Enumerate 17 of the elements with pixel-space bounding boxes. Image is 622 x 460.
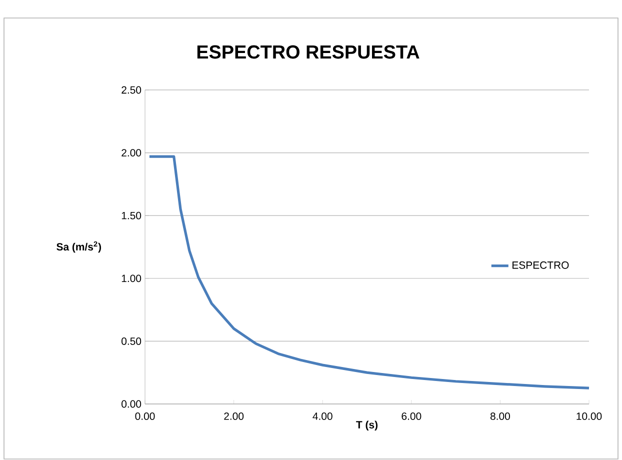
y-tick-label: 2.00 xyxy=(122,149,142,156)
x-tick-label: 0.00 xyxy=(135,412,155,420)
line-series xyxy=(148,155,590,390)
x-tick-label: 10.00 xyxy=(576,412,602,420)
x-tick-label: 4.00 xyxy=(312,412,332,420)
y-axis-title: Sa (m/s$^{2}$) xyxy=(56,241,101,253)
x-tick-label: 2.00 xyxy=(224,412,244,420)
y-tick-label: 1.50 xyxy=(122,212,142,220)
chart-title: ESPECTRO RESPUESTA xyxy=(197,45,420,59)
x-axis-title: T (s) xyxy=(356,420,378,431)
legend-label: ESPECTRO xyxy=(512,261,569,269)
y-tick-label: 1.00 xyxy=(122,274,142,282)
y-tick-label: 0.50 xyxy=(122,337,142,345)
x-tick-label: 8.00 xyxy=(490,412,510,420)
y-tick-label: 0.00 xyxy=(122,400,142,408)
y-tick-label: 2.50 xyxy=(122,86,142,94)
x-tick-label: 6.00 xyxy=(402,412,422,420)
